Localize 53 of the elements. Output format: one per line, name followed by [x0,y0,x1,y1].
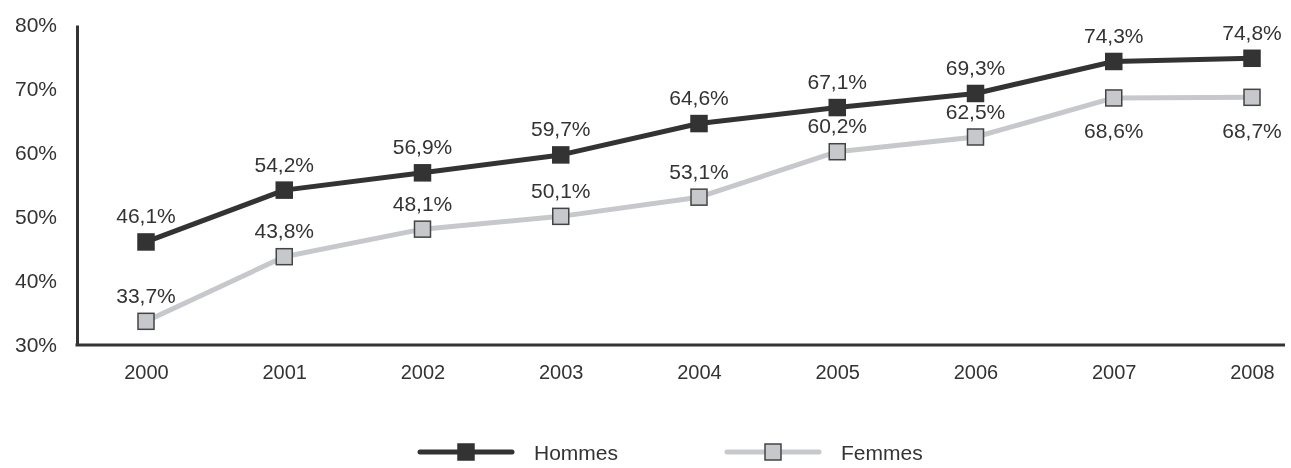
point [413,220,432,238]
x-tick-label: 2007 [1092,361,1137,384]
data-label: 60,2% [807,114,868,138]
data-label: 74,3% [1083,23,1144,47]
x-tick-label: 2004 [677,361,722,384]
x-tick-label: 2000 [124,361,169,384]
x-tick-label: 2006 [953,361,999,384]
legend-label: Hommes [534,440,619,464]
point [1243,88,1261,107]
data-label: 64,6% [669,86,729,110]
data-label: 68,6% [1083,119,1144,143]
data-label: 56,9% [392,135,453,159]
point [690,188,708,206]
point [1105,52,1123,71]
point [137,233,155,251]
data-label: 54,2% [254,152,315,176]
x-tick-label: 2001 [262,361,307,384]
y-tick-label: 40% [14,269,57,293]
data-label: 59,7% [530,117,591,141]
x-tick-label: 2005 [815,361,860,384]
y-tick-label: 80% [14,13,57,37]
x-tick-label: 2002 [400,361,446,384]
data-label: 46,1% [116,204,176,228]
data-label: 33,7% [116,283,176,307]
data-label: 67,1% [807,70,868,94]
data-label: 48,1% [392,191,453,215]
point [275,181,293,199]
data-label: 62,5% [945,99,1006,123]
x-tick-label: 2003 [539,361,584,384]
y-tick-label: 50% [14,205,57,229]
y-tick-label: 30% [14,333,57,357]
point [828,142,846,161]
x-tick-label: 2008 [1230,361,1275,384]
point [1105,89,1123,107]
y-tick-label: 70% [14,77,57,101]
point [1243,49,1261,68]
y-tick-label: 60% [14,141,57,165]
point [137,312,155,331]
data-label: 50,1% [530,178,591,202]
legend-label: Femmes [841,440,923,464]
data-label: 43,8% [254,219,315,243]
point [552,207,570,226]
data-label: 69,3% [945,55,1006,79]
point [413,164,432,182]
data-label: 53,1% [669,159,729,183]
point [552,146,570,164]
point [275,247,293,266]
point [690,114,708,133]
point [966,128,985,146]
point [828,98,846,117]
data-label: 68,7% [1222,118,1282,142]
data-label: 74,8% [1222,20,1282,44]
point [966,84,985,103]
